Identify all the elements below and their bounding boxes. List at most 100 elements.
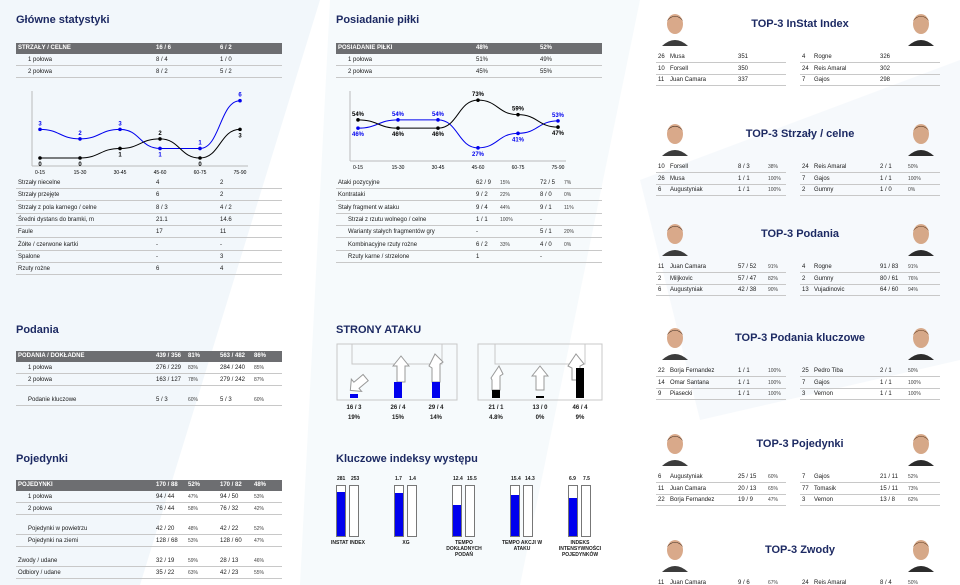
player-name: Musa <box>670 175 685 182</box>
table-cell: 1 połowa <box>28 365 53 371</box>
chart-point <box>396 118 400 122</box>
player-percent: 0% <box>908 187 916 193</box>
table-cell: - <box>220 241 222 248</box>
table-cell: 6 / 2 <box>476 241 488 248</box>
top3-title: TOP-3 Podania kluczowe <box>735 332 865 344</box>
player-percent: 38% <box>768 164 779 170</box>
chart-data-label: 3 <box>118 121 122 127</box>
table-cell: 94 / 44 <box>156 494 175 500</box>
player-percent: 91% <box>908 264 919 270</box>
table-cell: - <box>156 241 158 248</box>
table-cell: 44% <box>500 204 511 211</box>
player-value: 337 <box>738 77 749 83</box>
person-icon <box>908 540 934 572</box>
table-cell: 8 / 3 <box>156 204 168 211</box>
table-cell: 83% <box>188 365 199 371</box>
player-percent: 52% <box>908 474 919 480</box>
kpi-label: TEMPO DOKŁADNYCH PODAŃ <box>446 540 482 558</box>
kpi-bar-home <box>511 495 519 536</box>
chart-point <box>78 137 82 141</box>
kpi-bar-home <box>453 505 461 536</box>
kpi-value-away: 15.5 <box>467 476 477 482</box>
top3-row-right: 4 Rogne 91 / 83 91% <box>800 262 940 273</box>
player-name: Juan Camara <box>670 485 707 492</box>
chart-data-label: 0 <box>38 162 42 168</box>
chart-tick-label: 60-75 <box>512 165 525 171</box>
kpi-bar-home <box>569 498 577 536</box>
player-photo-left <box>660 326 690 360</box>
player-number: 11 <box>658 77 665 83</box>
chart-tick-label: 30-45 <box>114 170 127 176</box>
table-cell: 4 <box>220 266 224 273</box>
kpi-title: Kluczowe indeksy występu <box>336 453 478 465</box>
header-cell: 439 / 356 <box>156 353 182 359</box>
table-cell: 6 <box>156 266 160 273</box>
player-value: 19 / 9 <box>738 497 754 503</box>
player-number: 26 <box>658 175 665 182</box>
chart-data-label: 54% <box>432 112 445 118</box>
player-value: 351 <box>738 54 749 60</box>
table-row: Warianty stałych fragmentów gry - 5 / 1 20% <box>336 227 602 239</box>
table-row: 2 połowa 45% 55% <box>336 67 602 78</box>
table-cell: 2 połowa <box>28 506 53 512</box>
player-value: 8 / 4 <box>880 580 892 585</box>
player-percent: 94% <box>908 287 919 293</box>
table-cell: Zwody / udane <box>18 558 58 564</box>
table-cell: Spalone <box>18 253 41 260</box>
table-cell: Rzuty karne / strzelone <box>348 253 410 260</box>
kpi-box-away <box>523 485 533 537</box>
chart-point <box>356 118 360 122</box>
table-cell: Pojedynki na ziemi <box>28 538 79 544</box>
player-name: Reis Amaral <box>814 580 847 585</box>
table-row: 2 połowa 8 / 2 5 / 2 <box>16 67 282 78</box>
table-row: Spalone - 3 <box>16 252 282 263</box>
attack-percent: 0% <box>535 415 545 421</box>
table-cell: 85% <box>254 365 265 371</box>
chart-data-label: 27% <box>472 152 485 158</box>
player-percent: 60% <box>768 474 779 480</box>
chart-point <box>118 127 122 132</box>
player-name: Gajos <box>814 77 830 83</box>
player-name: Tomasik <box>814 485 837 492</box>
table-cell: Faule <box>18 229 34 236</box>
table-cell: 279 / 242 <box>220 377 246 383</box>
top3-row-left: 6 Augustyniak 25 / 15 60% <box>656 472 786 483</box>
player-number: 24 <box>802 65 809 72</box>
chart-point <box>118 146 122 151</box>
table-row: Strzały niecelne 4 2 <box>16 178 282 189</box>
chart-point <box>516 112 520 117</box>
player-value: 2 / 1 <box>880 368 892 374</box>
table-row: Rzuty karne / strzelone 1 - <box>336 252 602 263</box>
top3-row-right: 7 Gajos 1 / 1 100% <box>800 378 940 389</box>
table-cell: 15% <box>500 180 511 186</box>
kpi-bar-home <box>337 492 345 536</box>
chart-data-label: 6 <box>238 93 242 99</box>
table-cell: 62 / 9 <box>476 180 492 186</box>
player-number: 7 <box>802 77 806 83</box>
table-cell: 21.1 <box>156 216 168 223</box>
chart-series-line <box>357 119 559 149</box>
player-value: 1 / 0 <box>880 187 892 193</box>
shots-timeline-chart: 0-15 15-30 30-45 45-60 60-75 75-90 3 2 3 1 1 6 0 0 1 2 0… <box>31 91 248 176</box>
table-cell: Kontrataki <box>338 192 366 199</box>
table-row: Rzuty rożne 6 4 <box>16 264 282 276</box>
table-cell: 17 <box>156 229 163 236</box>
header-cell: 6 / 2 <box>220 45 232 51</box>
person-icon <box>662 328 688 360</box>
kpi-value-home: 12.4 <box>453 476 463 482</box>
table-cell: Podanie kluczowe <box>28 397 77 403</box>
table-cell: 7% <box>564 180 572 186</box>
kpi-box-away <box>465 485 475 537</box>
player-number: 77 <box>802 485 809 492</box>
chart-point <box>476 146 480 150</box>
chart-data-label: 46% <box>432 132 445 138</box>
player-name: Miljkovic <box>670 275 693 282</box>
chart-tick-label: 45-60 <box>472 165 485 171</box>
top3-row-left: 6 Augustyniak 42 / 38 90% <box>656 285 786 296</box>
table-cell: 14.6 <box>220 216 232 223</box>
player-name: Juan Camara <box>670 77 707 83</box>
table-cell: 128 / 68 <box>156 538 178 544</box>
table-row: Kontrataki 9 / 2 22% 8 / 0 0% <box>336 190 602 202</box>
chart-data-label: 1 <box>118 152 122 158</box>
player-value: 20 / 13 <box>738 485 757 492</box>
